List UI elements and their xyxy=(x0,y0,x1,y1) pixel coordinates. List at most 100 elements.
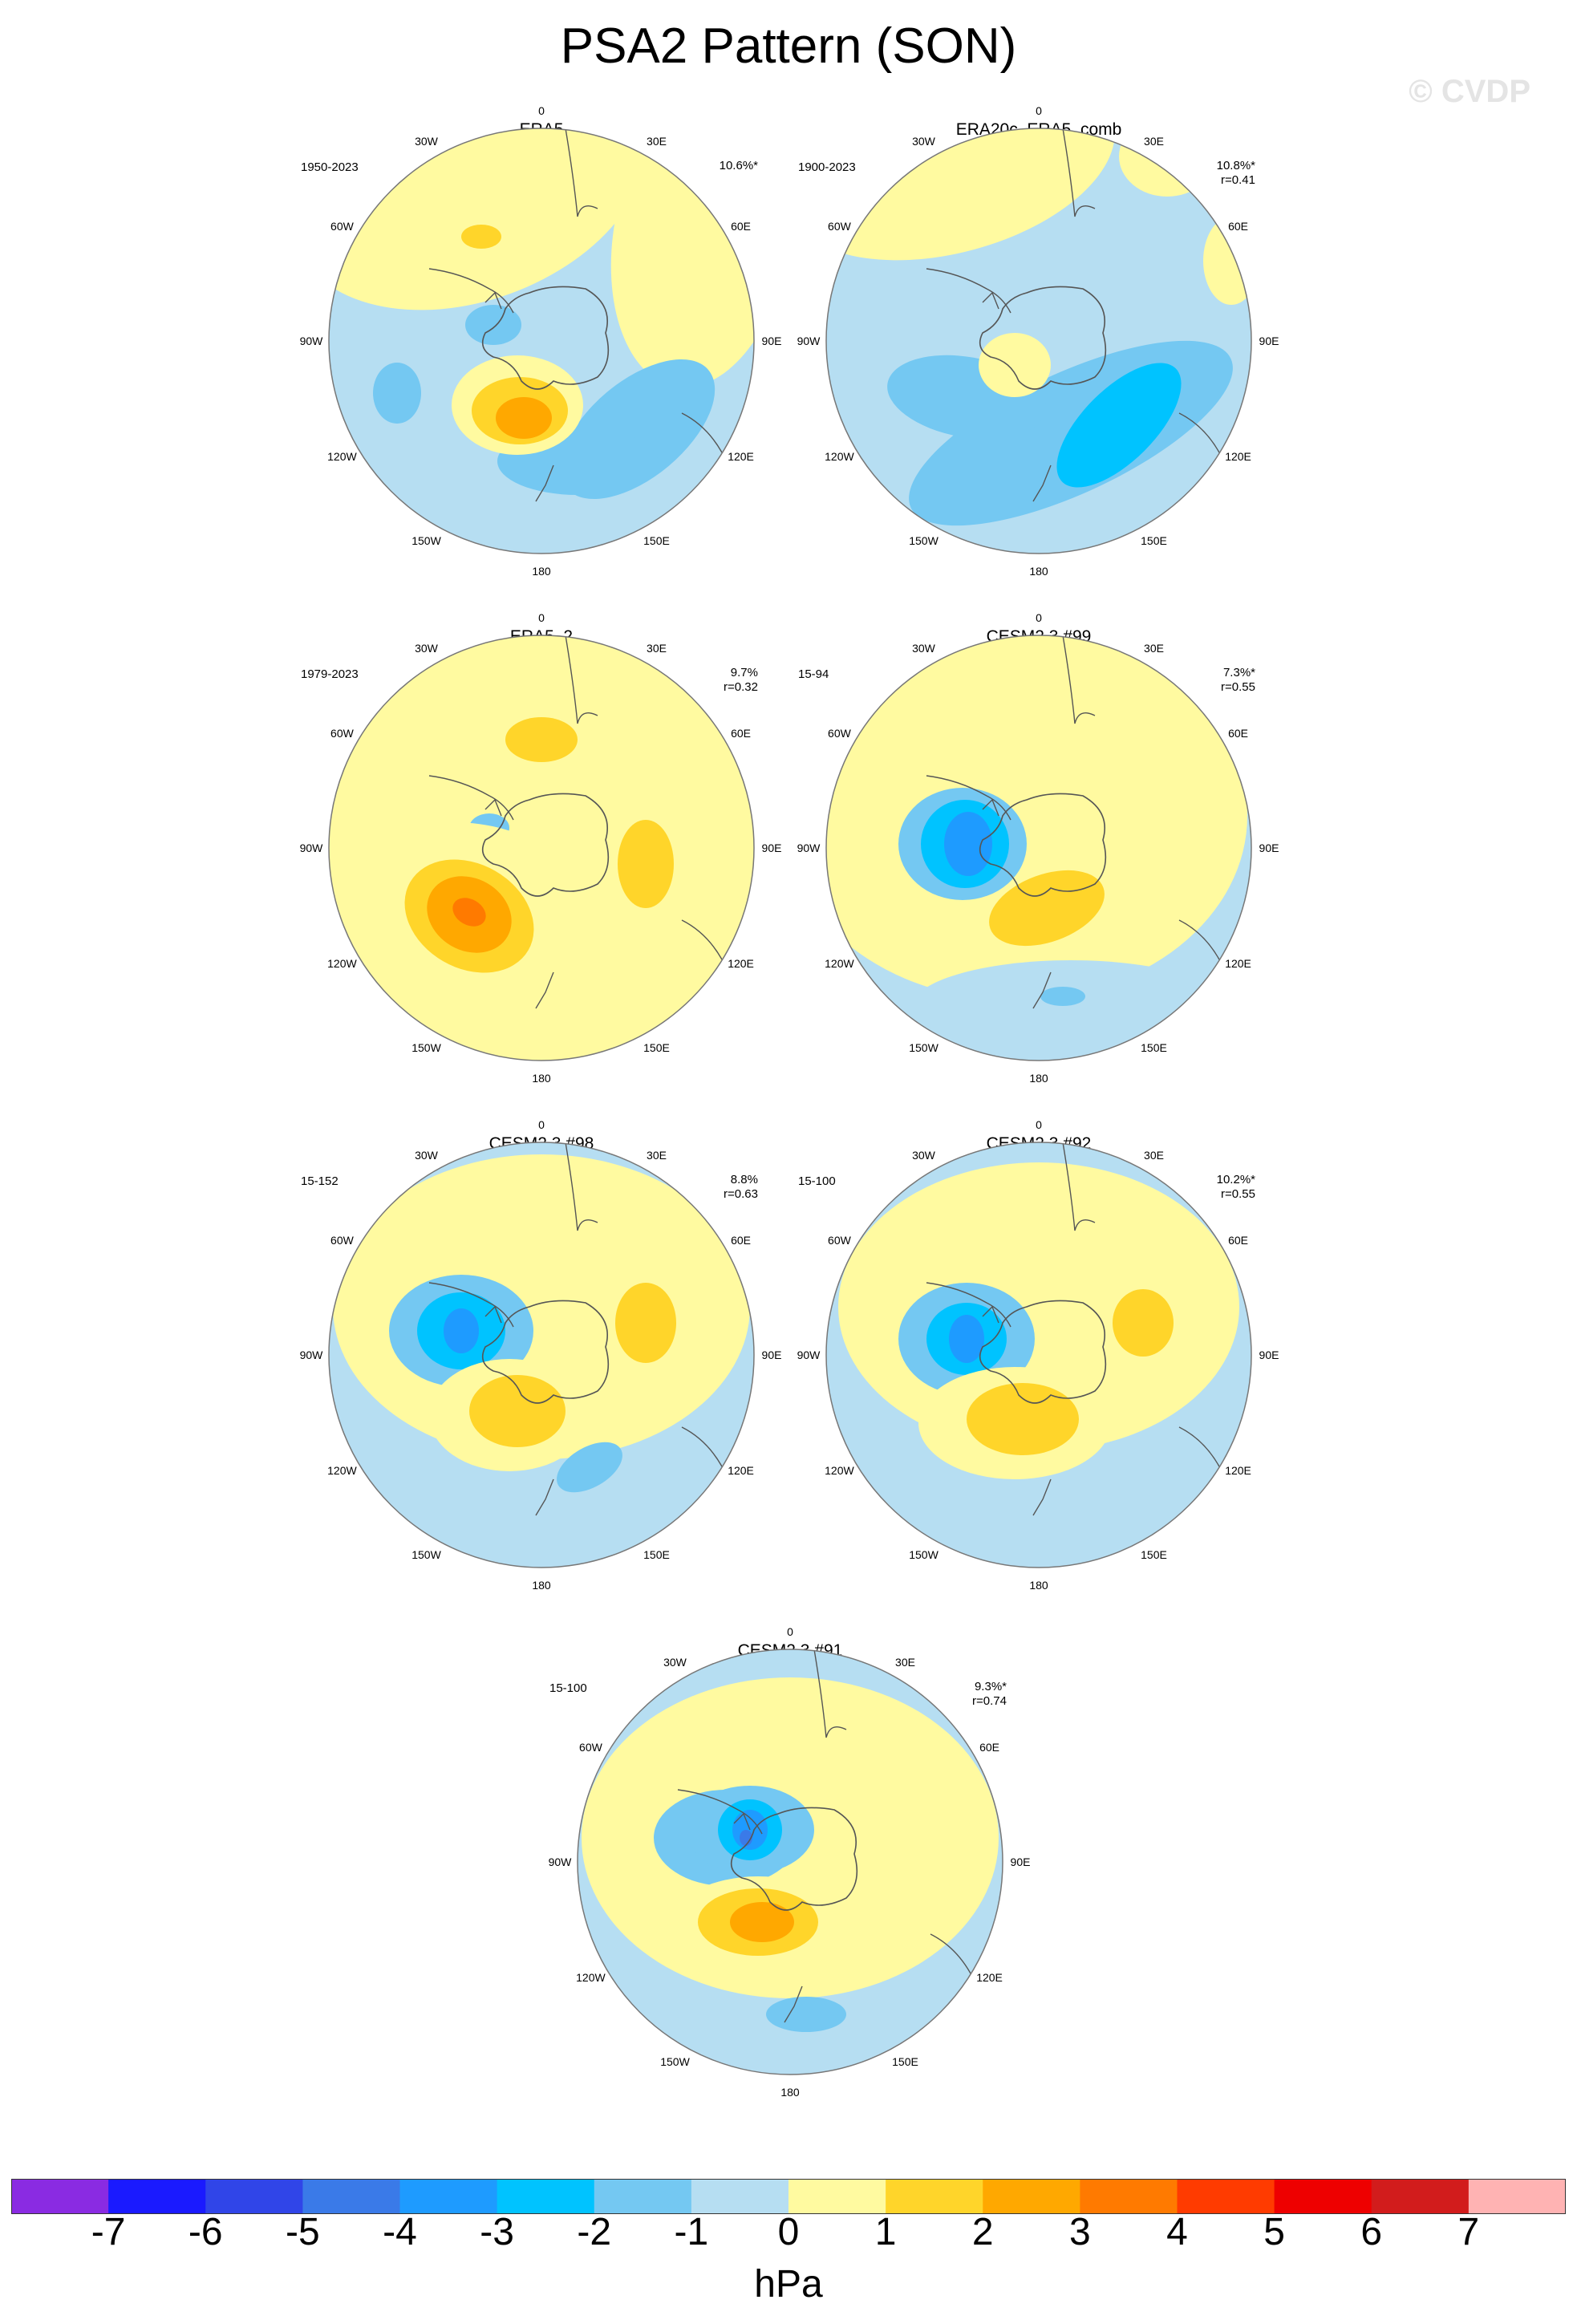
panel-percent-variance: 9.7% xyxy=(730,666,758,679)
anomaly-contour xyxy=(730,1902,794,1942)
longitude-label: 60W xyxy=(828,219,851,233)
antarctica-coastline xyxy=(730,1807,858,1911)
map-boundary xyxy=(328,635,755,1061)
longitude-label: 90E xyxy=(1259,1349,1279,1361)
panel-stats: 10.2%* r=0.55 xyxy=(1217,1173,1255,1202)
colorbar-tick: 0 xyxy=(777,2211,800,2253)
south-america-coastline xyxy=(926,268,1011,314)
panel-stats: 10.8%* r=0.41 xyxy=(1217,159,1255,188)
longitude-label: 90W xyxy=(299,842,323,854)
longitude-label: 30E xyxy=(1144,642,1164,655)
antarctica-coastline xyxy=(481,286,610,390)
colorbar-swatch xyxy=(108,2179,206,2214)
map-panel-cesm-91: CESM2.3 #9115-1009.3%*r=0.74030E60E90E12… xyxy=(541,1625,1039,2139)
longitude-label: 120E xyxy=(976,1970,1003,1984)
longitude-label: 120W xyxy=(825,449,854,463)
longitude-label: 150E xyxy=(892,2054,918,2068)
panel-correlation: r=0.63 xyxy=(724,1187,758,1201)
africa-coastline xyxy=(1062,635,1096,724)
anomaly-contour xyxy=(766,1997,846,2032)
africa-coastline xyxy=(565,1142,598,1231)
anomaly-contour xyxy=(944,812,992,876)
colorbar-swatch xyxy=(497,2179,595,2214)
south-america-coastline xyxy=(428,1282,514,1328)
longitude-label: 180 xyxy=(532,1579,551,1592)
cvdp-watermark: © CVDP xyxy=(1409,74,1530,109)
longitude-label: 60W xyxy=(828,726,851,740)
map-panel-cesm-98: CESM2.3 #9815-1528.8%r=0.63030E60E90E120… xyxy=(293,1118,790,1632)
map-boundary xyxy=(577,1649,1003,2075)
anomaly-contour xyxy=(979,333,1051,397)
longitude-label: 150W xyxy=(411,1547,441,1561)
longitude-label: 120W xyxy=(825,1463,854,1477)
longitude-label: 60E xyxy=(1228,726,1249,740)
longitude-label: 150E xyxy=(1141,1547,1167,1561)
longitude-label: 60W xyxy=(330,1233,354,1247)
longitude-label: 180 xyxy=(1029,565,1048,578)
longitude-label: 60W xyxy=(579,1740,602,1754)
colorbar-frame xyxy=(11,2179,1566,2214)
longitude-label: 120E xyxy=(1225,449,1251,463)
colorbar-swatch xyxy=(691,2179,789,2214)
panel-period: 1950-2023 xyxy=(301,160,359,174)
antarctica-coastline xyxy=(481,1300,610,1404)
panel-percent-variance: 8.8% xyxy=(730,1173,758,1186)
map-boundary xyxy=(328,1142,755,1568)
africa-coastline xyxy=(1062,128,1096,217)
south-america-coastline xyxy=(428,268,514,314)
anomaly-contour xyxy=(329,128,648,310)
polar-map xyxy=(328,128,755,554)
longitude-label: 0 xyxy=(1036,611,1042,624)
panel-period: 15-100 xyxy=(798,1174,836,1188)
panel-percent-variance: 10.8%* xyxy=(1216,159,1255,172)
longitude-label: 60E xyxy=(979,1740,1000,1754)
longitude-label: 120E xyxy=(728,449,754,463)
colorbar-tick: 3 xyxy=(1069,2211,1091,2253)
colorbar-swatch xyxy=(886,2179,983,2214)
map-panel-cesm-92: CESM2.3 #9215-10010.2%*r=0.55030E60E90E1… xyxy=(790,1118,1287,1632)
longitude-label: 60W xyxy=(828,1233,851,1247)
south-america-coastline xyxy=(926,775,1011,821)
colorbar-swatch xyxy=(1177,2179,1275,2214)
longitude-label: 90E xyxy=(761,842,782,854)
longitude-label: 0 xyxy=(1036,1118,1042,1131)
longitude-label: 120W xyxy=(327,956,357,970)
anomaly-contour xyxy=(496,397,552,439)
longitude-label: 60W xyxy=(330,726,354,740)
longitude-label: 150E xyxy=(643,1040,670,1054)
colorbar-tick: 6 xyxy=(1360,2211,1383,2253)
anomaly-contour xyxy=(461,225,501,249)
polar-map xyxy=(328,635,755,1061)
panel-period: 1979-2023 xyxy=(301,667,359,681)
colorbar-tick: -2 xyxy=(577,2211,612,2253)
longitude-label: 60E xyxy=(1228,1233,1249,1247)
africa-coastline xyxy=(1062,1142,1096,1231)
polar-map xyxy=(577,1649,1003,2075)
panel-stats: 9.3%* r=0.74 xyxy=(972,1680,1007,1709)
anomaly-contour xyxy=(557,1442,622,1493)
longitude-label: 150W xyxy=(909,533,938,547)
longitude-label: 0 xyxy=(787,1625,793,1638)
colorbar-tick: 5 xyxy=(1263,2211,1285,2253)
panel-period: 15-100 xyxy=(549,1681,587,1695)
longitude-label: 0 xyxy=(1036,104,1042,117)
longitude-label: 90E xyxy=(761,335,782,347)
colorbar-tick: -6 xyxy=(188,2211,223,2253)
anomaly-contour xyxy=(373,363,421,424)
longitude-label: 150E xyxy=(643,533,670,547)
colorbar-tick: 1 xyxy=(874,2211,897,2253)
longitude-label: 90W xyxy=(797,1349,821,1361)
panel-percent-variance: 10.6%* xyxy=(719,159,758,172)
longitude-label: 60E xyxy=(731,726,752,740)
longitude-label: 180 xyxy=(532,1072,551,1085)
longitude-label: 150E xyxy=(1141,533,1167,547)
anomaly-contour xyxy=(1040,987,1085,1006)
colorbar-swatch xyxy=(594,2179,692,2214)
longitude-label: 150W xyxy=(411,1040,441,1054)
longitude-label: 180 xyxy=(1029,1072,1048,1085)
antarctica-coastline xyxy=(979,286,1107,390)
south-america-coastline xyxy=(428,775,514,821)
panel-percent-variance: 10.2%* xyxy=(1216,1173,1255,1186)
colorbar-swatch xyxy=(1080,2179,1178,2214)
anomaly-contour xyxy=(505,717,578,762)
